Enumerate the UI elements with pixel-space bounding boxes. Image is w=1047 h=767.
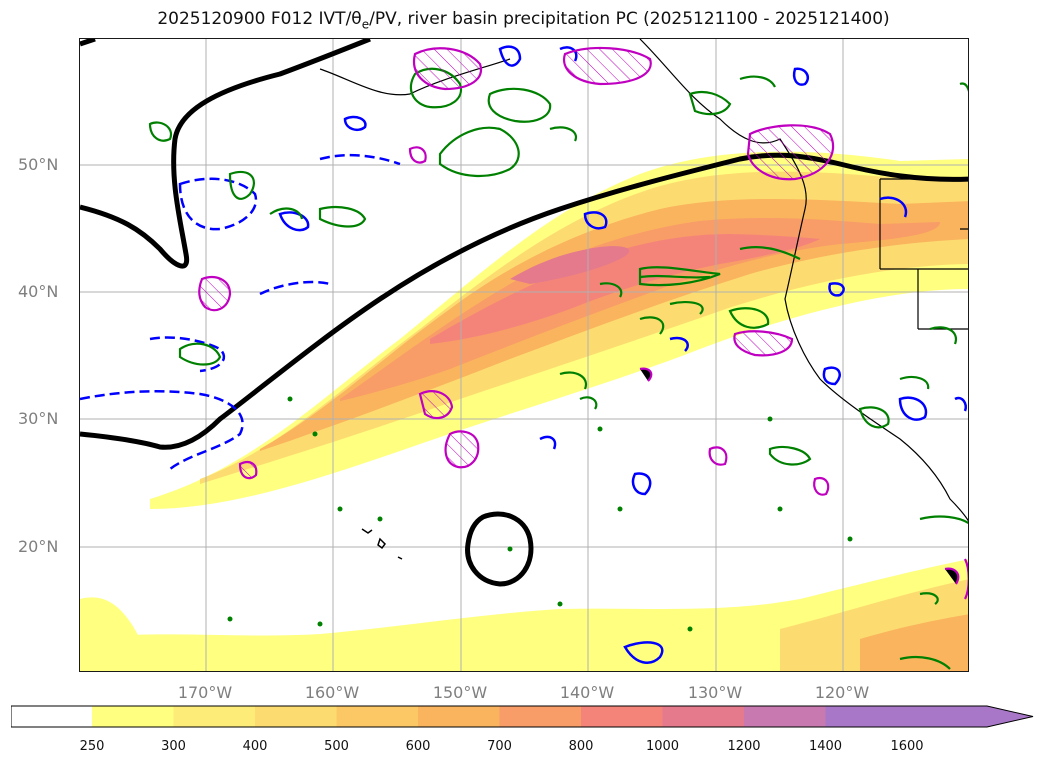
- figure-title: 2025120900 F012 IVT/θe/PV, river basin p…: [157, 9, 890, 32]
- colorbar-tick-label: 800: [568, 739, 594, 754]
- colorbar-tick-label: 1600: [890, 739, 924, 754]
- lon-label-160w: 160°W: [304, 683, 360, 702]
- colorbar-segment: [173, 706, 256, 727]
- colorbar-segment: [825, 706, 1033, 727]
- lon-label-140w: 140°W: [559, 683, 615, 702]
- colorbar-tick-label: 700: [487, 739, 512, 754]
- lat-label-40n: 40°N: [18, 282, 59, 301]
- precip-contours: [148, 67, 968, 670]
- colorbar-segment: [581, 706, 663, 727]
- colorbar-segment: [499, 706, 582, 727]
- colorbar-segment-under: [11, 706, 92, 727]
- lon-label-150w: 150°W: [432, 683, 488, 702]
- hatched-regions: [198, 46, 968, 600]
- colorbar-tick-label: 250: [79, 739, 105, 754]
- colorbar-outline: [11, 705, 1034, 728]
- lon-label-130w: 130°W: [687, 683, 743, 702]
- small-precip-blobs: [227, 396, 853, 632]
- lon-label-170w: 170°W: [177, 683, 233, 702]
- colorbar-segment: [92, 706, 174, 727]
- lat-label-20n: 20°N: [18, 537, 59, 556]
- pv-contours: [80, 45, 967, 664]
- map-panel[interactable]: [79, 38, 969, 672]
- colorbar-tick-label: 400: [242, 739, 268, 754]
- colorbar-tick-label: 500: [324, 739, 349, 754]
- colorbar-segment: [255, 706, 337, 727]
- colorbar-segment: [744, 706, 826, 727]
- colorbar-tick-label: 600: [405, 739, 431, 754]
- colorbar-fills: [11, 706, 1033, 727]
- coastlines: [319, 39, 968, 560]
- colorbar-tick-label: 1400: [808, 739, 843, 754]
- colorbar: [11, 705, 1034, 728]
- colorbar-segment: [662, 706, 745, 727]
- ivt-shading: [80, 151, 968, 671]
- map-svg: [80, 39, 968, 671]
- colorbar-tick-label: 1000: [645, 739, 680, 754]
- colorbar-segment: [418, 706, 500, 727]
- colorbar-segment: [336, 706, 419, 727]
- lat-label-50n: 50°N: [18, 155, 59, 174]
- colorbar-tick-label: 1200: [727, 739, 761, 754]
- lon-label-120w: 120°W: [814, 683, 870, 702]
- colorbar-tick-label: 300: [161, 739, 186, 754]
- lat-label-30n: 30°N: [18, 409, 59, 428]
